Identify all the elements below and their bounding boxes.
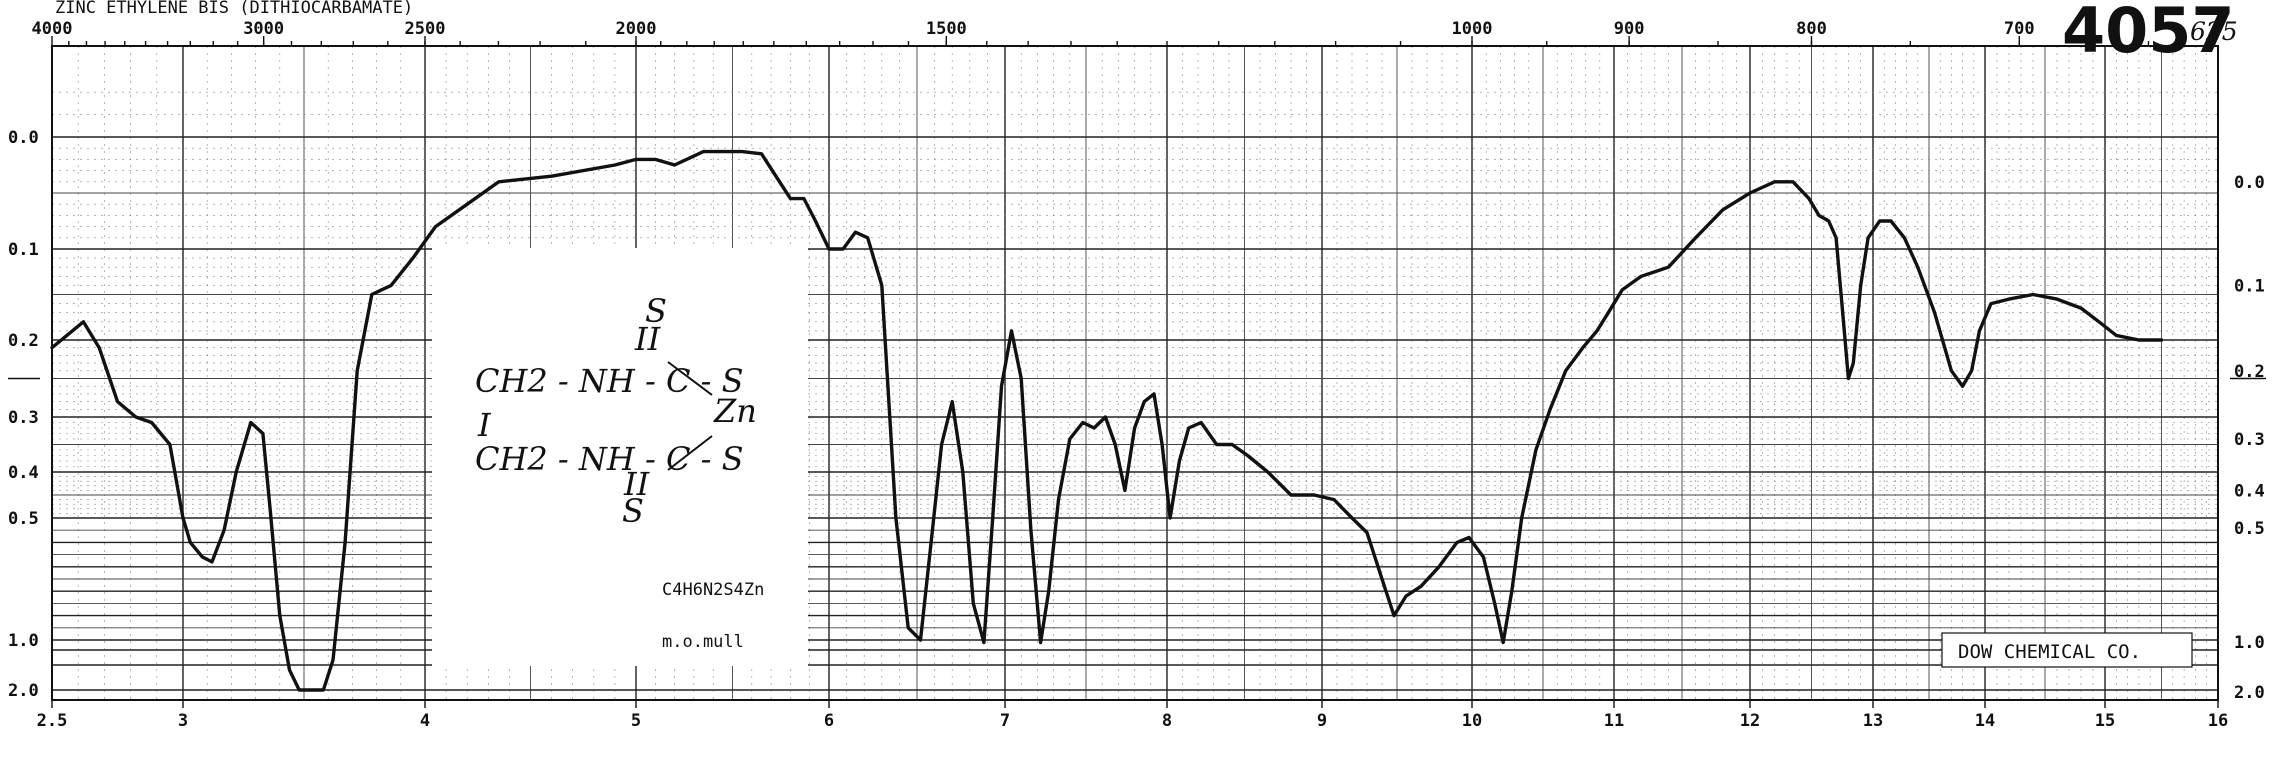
y-axis-tick-label: 0.3	[8, 408, 39, 428]
y-right-axis-tick-label: 1.0	[2234, 633, 2265, 653]
y-right-axis-tick-label: 0.0	[2234, 173, 2265, 193]
spectrum-number: 4057	[2062, 0, 2235, 67]
structure-chain-upper: CH2 - NH - C - S	[475, 362, 744, 400]
x-top-axis-tick-label: 1500	[926, 19, 967, 39]
y-axis-tick-label: 0.4	[8, 463, 39, 483]
y-axis-tick-label: 0.0	[8, 128, 39, 148]
chart-title: ZINC ETHYLENE BIS (DITHIOCARBAMATE)	[55, 0, 413, 18]
x-axis-tick-label: 9	[1317, 711, 1327, 731]
plot-frame	[51, 45, 2219, 701]
chart-grid	[52, 46, 2218, 700]
company-label-box	[1941, 632, 2193, 668]
x-axis-tick-label: 16	[2208, 711, 2228, 731]
structure-inset: S II CH2 - NH - C - S Zn I CH2 - NH - C …	[432, 248, 808, 666]
x-top-axis-tick-label: 4000	[32, 19, 73, 39]
x-axis-tick-label: 15	[2095, 711, 2115, 731]
y-axis-tick-label: 0.1	[8, 240, 39, 260]
y-right-axis-tick-label: 0.1	[2234, 276, 2265, 296]
molecular-formula: C4H6N2S4Zn	[662, 580, 764, 600]
structure-double-bond-bottom: II	[623, 465, 651, 503]
structure-chain-lower: CH2 - NH - C - S	[475, 440, 744, 478]
x-top-axis-tick-label: 3000	[243, 19, 284, 39]
y-axis-tick-label: 1.0	[8, 631, 39, 651]
structure-double-bond-top: II	[634, 320, 662, 358]
y-right-axis-tick-label: 2.0	[2234, 683, 2265, 703]
x-top-axis-tick-label: 2500	[405, 19, 446, 39]
y-right-axis-tick-label: 0.2	[2234, 362, 2265, 382]
structure-chain-link: I	[477, 406, 492, 444]
y-axis-tick-label: 0.5	[8, 509, 39, 529]
y-axis-tick-label: 0.2	[8, 331, 39, 351]
x-axis-tick-label: 13	[1863, 711, 1883, 731]
y-right-axis-tick-label: 0.5	[2234, 519, 2265, 539]
x-axis-tick-label: 10	[1462, 711, 1482, 731]
x-axis-tick-label: 4	[420, 711, 430, 731]
structure-zinc: Zn	[713, 392, 757, 430]
structure-bond-upper-zn	[667, 361, 713, 396]
x-top-axis-tick-label: 2000	[616, 19, 657, 39]
x-axis-tick-label: 7	[1000, 711, 1010, 731]
x-axis-tick-label: 6	[824, 711, 834, 731]
company-label: DOW CHEMICAL CO.	[1941, 632, 2193, 668]
structure-sulfur-bottom: S	[622, 492, 644, 530]
x-axis-tick-label: 8	[1162, 711, 1172, 731]
x-axis-tick-label: 2.5	[37, 711, 68, 731]
x-top-axis-tick-label: 700	[2004, 19, 2035, 39]
y-right-axis-tick-label: 0.3	[2234, 430, 2265, 450]
y-axis-tick-label: 2.0	[8, 681, 39, 701]
structure-sulfur-top: S	[645, 292, 667, 330]
spectrum-trace	[50, 149, 2164, 692]
spectrum-annotation: 625	[2190, 17, 2238, 46]
sample-preparation: m.o.mull	[662, 632, 744, 652]
x-top-axis-tick-label: 1000	[1452, 19, 1493, 39]
x-axis-tick-label: 12	[1740, 711, 1760, 731]
structure-bond-lower-zn	[667, 435, 713, 471]
y-right-axis-tick-label: 0.4	[2234, 481, 2265, 501]
chart-axes: 2.5 3 4 5 6 7 8 9 10 11 12 13 14 15 16 4000 3000 2500 2000…	[8, 19, 2266, 731]
x-top-axis-tick-label: 800	[1796, 19, 1827, 39]
x-axis-tick-label: 3	[178, 711, 188, 731]
company-name: DOW CHEMICAL CO.	[1958, 641, 2141, 663]
structure-panel	[432, 248, 808, 666]
x-top-axis-tick-label: 900	[1614, 19, 1645, 39]
x-axis-tick-label: 5	[631, 711, 641, 731]
x-axis-tick-label: 11	[1604, 711, 1624, 731]
x-axis-tick-label: 14	[1975, 711, 1995, 731]
